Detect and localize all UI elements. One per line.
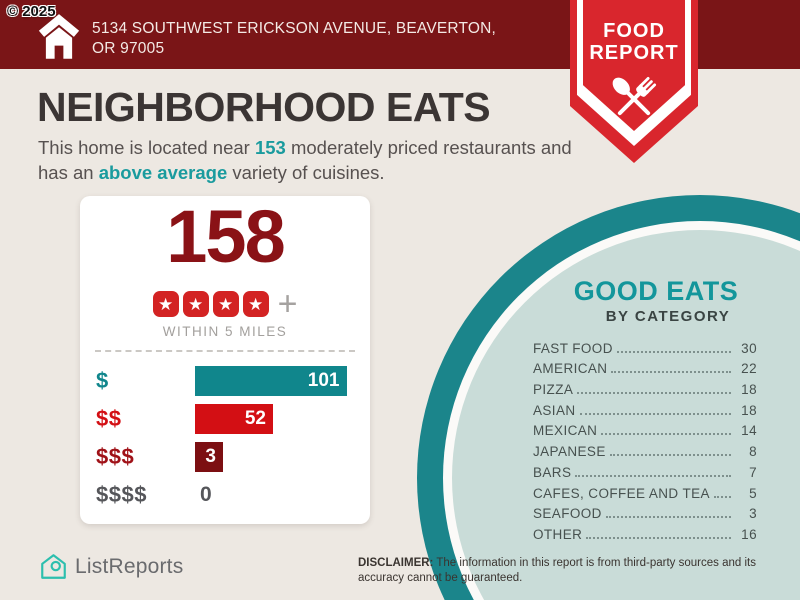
price-bar: 52 (195, 404, 273, 434)
intro-text-3: variety of cuisines. (227, 161, 385, 183)
category-value: 7 (749, 464, 757, 480)
dotted-leader (575, 474, 731, 477)
dashed-divider (95, 350, 355, 352)
category-row: ASIAN 18 (533, 399, 757, 420)
restaurant-count-highlight: 153 (254, 137, 286, 158)
price-bar-row: $$$ 3 (96, 442, 355, 472)
price-bar-value: 101 (307, 370, 340, 391)
category-row: FAST FOOD 30 (533, 337, 757, 358)
home-icon (38, 14, 80, 59)
radius-caption: WITHIN 5 MILES (162, 324, 288, 339)
price-tier-label: $$ (96, 406, 122, 431)
category-value: 30 (741, 340, 757, 356)
price-tier-label: $$$$ (96, 482, 147, 507)
dotted-leader (616, 350, 731, 353)
price-bar-row: $101 (96, 366, 355, 396)
category-value: 8 (749, 444, 757, 460)
category-row: SEAFOOD 3 (533, 503, 757, 524)
price-tier-label: $ (96, 368, 109, 393)
category-row: PIZZA 18 (533, 378, 757, 399)
category-value: 22 (741, 361, 757, 377)
disclaimer-label: DISCLAIMER: (358, 557, 434, 569)
price-tier-label: $$$ (96, 444, 135, 469)
price-bar-row: $$ 52 (96, 404, 355, 434)
category-label: AMERICAN (533, 361, 608, 377)
star-icon: ★ (152, 291, 179, 317)
spoon-and-fork-icon (612, 76, 657, 116)
category-list: FAST FOOD 30 AMERICAN 22 PIZZA 18 ASIAN 18 MEXIC… (533, 337, 757, 544)
category-row: AMERICAN 22 (533, 358, 757, 379)
dotted-leader (577, 392, 731, 395)
category-label: FAST FOOD (533, 340, 613, 356)
price-bar: 3 (195, 442, 223, 472)
food-report-badge: FOOD REPORT (570, 0, 698, 163)
star-rating: ★ ★ ★ ★ + (80, 285, 370, 323)
page-title: NEIGHBORHOOD EATS (37, 84, 491, 130)
disclaimer-text: DISCLAIMER: The information in this repo… (358, 557, 756, 584)
plus-sign: + (277, 285, 298, 323)
badge-title-line2: REPORT (589, 42, 679, 64)
category-label: PIZZA (533, 382, 574, 398)
category-row: JAPANESE 8 (533, 440, 757, 461)
good-eats-subtitle: BY CATEGORY (605, 308, 731, 325)
price-bar-value: 0 (200, 483, 212, 506)
category-label: BARS (533, 464, 572, 480)
star-icon: ★ (182, 291, 209, 317)
price-bar-value: 52 (244, 408, 266, 429)
category-label: CAFES, COFFEE AND TEA (533, 485, 710, 501)
restaurant-summary-card: 158 ★ ★ ★ ★ + WITHIN 5 MILES $101 $$ 52 $$$ 3 $$… (80, 196, 370, 524)
category-label: OTHER (533, 526, 583, 542)
price-tier-bar-chart: $101 $$ 52 $$$ 3 $$$$ 0 (96, 366, 355, 518)
listreports-logo: ListReports (40, 553, 183, 580)
price-bar-value: 3 (205, 446, 216, 467)
property-address: 5134 SOUTHWEST ERICKSON AVENUE, BEAVERTO… (92, 20, 497, 58)
price-bar: 101 (195, 366, 347, 396)
listreports-house-icon (41, 554, 66, 579)
category-label: ASIAN (533, 402, 576, 418)
good-eats-title: GOOD EATS (573, 276, 739, 306)
star-icon: ★ (242, 291, 269, 317)
category-label: JAPANESE (533, 444, 606, 460)
dotted-leader (605, 516, 731, 519)
intro-text-1: This home is located near (38, 137, 255, 158)
category-value: 14 (741, 423, 757, 439)
badge-title-line1: FOOD (603, 20, 665, 42)
good-eats-panel: GOOD EATS BY CATEGORY FAST FOOD 30 AMERICA… (533, 276, 757, 544)
category-row: MEXICAN 14 (533, 420, 757, 441)
category-row: OTHER 16 (533, 523, 757, 544)
copyright-year: © 2025 (7, 3, 56, 20)
star-icon: ★ (212, 291, 239, 317)
category-value: 3 (749, 506, 757, 522)
listreports-wordmark: ListReports (75, 554, 184, 578)
category-value: 18 (741, 402, 757, 418)
category-value: 16 (741, 526, 757, 542)
dotted-leader (609, 454, 731, 457)
dotted-leader (611, 371, 731, 374)
category-value: 18 (741, 382, 757, 398)
category-row: BARS 7 (533, 461, 757, 482)
dotted-leader (601, 433, 731, 436)
dotted-leader (579, 412, 731, 415)
category-label: MEXICAN (533, 423, 598, 439)
intro-sentence: This home is located near 153 moderately… (38, 136, 578, 186)
dotted-leader (586, 536, 731, 539)
price-bar-row: $$$$ 0 (96, 480, 355, 510)
category-label: SEAFOOD (533, 506, 602, 522)
intro-text-2: moderately priced restaurants and has an (38, 137, 572, 183)
total-restaurant-count: 158 (166, 195, 285, 278)
category-value: 5 (749, 485, 757, 501)
dotted-leader (713, 495, 731, 498)
above-average-highlight: above average (98, 161, 228, 183)
category-row: CAFES, COFFEE AND TEA 5 (533, 482, 757, 503)
